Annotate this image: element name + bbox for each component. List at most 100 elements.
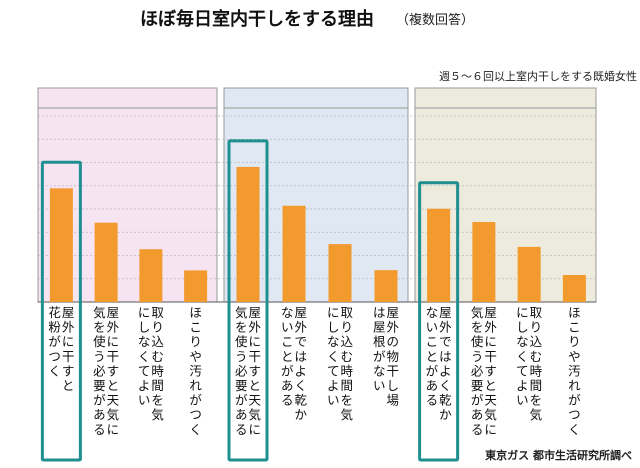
chart-title-note: （複数回答） <box>396 12 474 28</box>
category-label-char: 粉 <box>48 320 61 335</box>
category-label-char: で <box>294 334 307 349</box>
category-label-char: 天 <box>484 393 497 408</box>
category-label-char: あ <box>235 407 248 422</box>
category-label-char: は <box>294 349 307 364</box>
category-label-char: 干 <box>386 363 399 378</box>
chart-title: ほぼ毎日室内干しをする理由 <box>140 8 374 30</box>
category-label-char: 汚 <box>568 363 581 378</box>
category-label-char: く <box>48 363 61 378</box>
category-label-char: か <box>439 407 452 422</box>
category-label-char: う <box>235 349 248 364</box>
category-label-char: に <box>62 334 75 349</box>
category-label-char: 必 <box>93 363 106 378</box>
bar <box>236 166 260 302</box>
category-label-char: 屋 <box>439 305 452 320</box>
category-label-char: り <box>340 320 353 335</box>
bar <box>282 205 306 302</box>
category-label-char: 必 <box>471 363 484 378</box>
category-label-char: 外 <box>248 320 261 335</box>
category-label-char: 外 <box>107 320 120 335</box>
category-label-char: よ <box>327 378 340 393</box>
category-label-char: 取 <box>340 305 353 320</box>
category-label-char: 外 <box>484 320 497 335</box>
category-label-char: く <box>568 422 581 437</box>
highlight-box <box>418 181 460 462</box>
category-label-char: に <box>107 422 120 437</box>
category-label-char: い <box>516 393 529 408</box>
category-label-char: で <box>439 334 452 349</box>
category-label-char: 乾 <box>294 393 307 408</box>
category-label-char: る <box>281 393 294 408</box>
category-label-char: あ <box>93 407 106 422</box>
category-label-char: を <box>235 320 248 335</box>
category-label-char: と <box>426 349 439 364</box>
category-label-char: に <box>107 334 120 349</box>
category-label-char: 乾 <box>439 393 452 408</box>
category-label-char: 気 <box>235 305 248 320</box>
category-label-char: う <box>93 349 106 364</box>
category-label-char: う <box>471 349 484 364</box>
category-label-char: 汚 <box>189 363 202 378</box>
category-label-char: 屋 <box>107 305 120 320</box>
category-label-char: を <box>151 393 164 408</box>
category-label-char: 気 <box>340 407 353 422</box>
category-label-char: こ <box>281 334 294 349</box>
category-label-char: こ <box>426 334 439 349</box>
category-label-char: や <box>189 349 202 364</box>
category-label-char: 屋 <box>294 305 307 320</box>
category-label-char: を <box>340 393 353 408</box>
category-label-char: の <box>386 334 399 349</box>
category-label-char: 気 <box>248 407 261 422</box>
category-label-char: 使 <box>471 334 484 349</box>
category-label-char: と <box>484 378 497 393</box>
category-label-char: が <box>93 393 106 408</box>
category-label-char: 物 <box>386 349 399 364</box>
category-label-char: こ <box>568 320 581 335</box>
category-label-char: る <box>235 422 248 437</box>
category-label-char: 使 <box>93 334 106 349</box>
category-label-char: 込 <box>151 334 164 349</box>
category-label-char: 気 <box>107 407 120 422</box>
category-label-char: と <box>248 378 261 393</box>
category-label-char: 時 <box>530 363 543 378</box>
category-label-char: に <box>484 334 497 349</box>
category-label-char: 天 <box>107 393 120 408</box>
category-label-char: し <box>138 320 151 335</box>
category-label-char: る <box>426 393 439 408</box>
category-label-char: く <box>294 378 307 393</box>
bar <box>328 244 352 302</box>
category-label-char: つ <box>568 407 581 422</box>
category-label-char: む <box>530 349 543 364</box>
category-label-char: 気 <box>530 407 543 422</box>
category-label-char: り <box>530 320 543 335</box>
category-label-char: が <box>426 363 439 378</box>
category-label-char: 気 <box>93 305 106 320</box>
bar <box>472 222 496 302</box>
category-label-char: は <box>439 349 452 364</box>
category-label-char: よ <box>439 363 452 378</box>
category-label-char: ほ <box>568 305 581 320</box>
category-label-char: り <box>151 320 164 335</box>
category-label-char: 使 <box>235 334 248 349</box>
category-label-char: む <box>151 349 164 364</box>
category-label-char: る <box>93 422 106 437</box>
highlight-box <box>40 160 82 462</box>
category-label-char: を <box>471 320 484 335</box>
category-label-char: あ <box>281 378 294 393</box>
bar <box>517 246 541 302</box>
category-label-char: 干 <box>62 349 75 364</box>
category-label-char: り <box>568 334 581 349</box>
category-label-char: し <box>327 320 340 335</box>
category-label-char: な <box>516 334 529 349</box>
category-label-char: な <box>426 305 439 320</box>
category-label-char: 根 <box>373 334 386 349</box>
category-label-char: が <box>373 349 386 364</box>
category-label-char: あ <box>471 407 484 422</box>
category-label-char: な <box>281 305 294 320</box>
category-label-char: 取 <box>530 305 543 320</box>
category-label-char: 気 <box>151 407 164 422</box>
category-label-char: よ <box>138 378 151 393</box>
category-label-char: が <box>471 393 484 408</box>
